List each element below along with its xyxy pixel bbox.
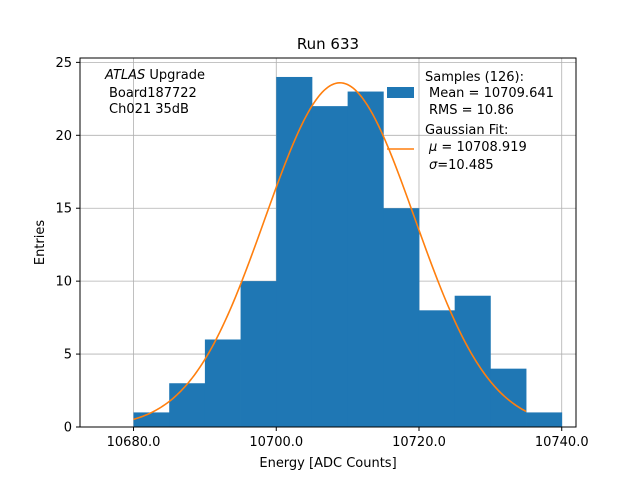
annotation-line-3: Ch021 35dB [109,102,189,117]
gaussian-fit-line [133,81,527,421]
y-tick-label: 10 [55,275,72,290]
x-tick-label: 10700.0 [249,435,303,450]
legend-fit-sigma: σ=10.485 [429,158,494,173]
histogram-bar [383,208,420,427]
x-tick-label: 10740.0 [535,435,589,450]
y-tick-label: 0 [64,421,72,436]
histogram-bar [347,91,384,427]
legend-samples-patch [387,87,414,98]
y-tick-label: 20 [55,129,72,144]
legend-mu-value: = 10708.919 [437,140,526,155]
legend-sigma-symbol: σ [429,158,438,173]
plot-frame [79,57,577,428]
annotation-line-2: Board187722 [109,86,197,101]
histogram-bars [133,76,563,427]
x-tick-label: 10680.0 [107,435,161,450]
legend-mu-symbol: μ [428,140,437,155]
histogram-bar [490,368,527,427]
histogram-bar [454,295,491,427]
y-tick-label: 15 [55,202,72,217]
annotation-box: ATLAS Upgrade Board187722 Ch021 35dB [104,68,205,117]
histogram-bar [240,281,277,427]
annotation-upgrade: Upgrade [145,68,205,83]
legend-fit-mu: μ = 10708.919 [428,140,527,155]
histogram-bar [418,310,456,427]
axis-ticks: 10680.0 10700.0 10720.0 10740.0 0 5 10 15 20 25 [55,56,588,450]
histogram-bar [276,76,313,427]
histogram-bar [169,383,206,427]
legend-sigma-value: =10.485 [437,158,493,173]
legend-samples-title: Samples (126): [425,70,524,85]
y-tick-label: 5 [64,348,72,363]
legend: Samples (126): Mean = 10709.641 RMS = 10… [387,70,554,173]
y-axis-label: Entries [33,220,48,266]
annotation-line-1: ATLAS Upgrade [104,68,205,83]
histogram-bar [204,339,241,427]
annotation-atlas: ATLAS [104,68,145,83]
y-tick-label: 25 [55,56,72,71]
legend-samples-mean: Mean = 10709.641 [429,86,554,101]
legend-samples-rms: RMS = 10.86 [429,103,514,118]
histogram-bar [133,412,170,427]
x-tick-label: 10720.0 [392,435,446,450]
histogram-bar [526,412,563,427]
chart-title: Run 633 [297,35,359,53]
x-axis-label: Energy [ADC Counts] [259,456,396,471]
legend-fit-title: Gaussian Fit: [425,123,508,138]
histogram-bar [311,106,349,427]
